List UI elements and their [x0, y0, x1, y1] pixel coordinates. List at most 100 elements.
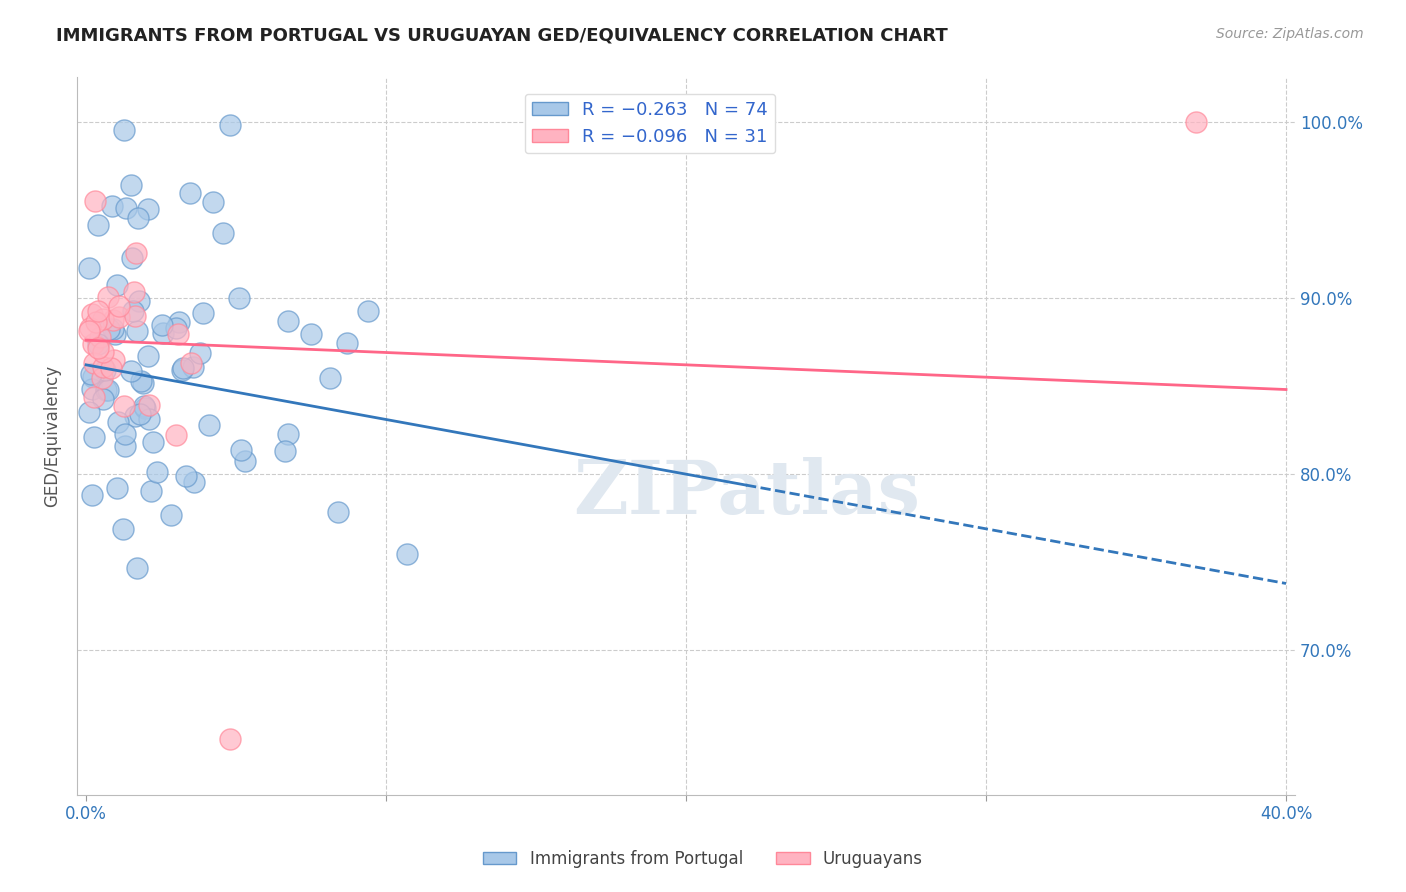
Point — [233, 454, 256, 468]
Point — [159, 508, 181, 522]
Point — [336, 335, 359, 350]
Point — [165, 427, 187, 442]
Point — [165, 321, 187, 335]
Point — [82, 337, 104, 351]
Point — [89, 330, 111, 344]
Point — [152, 326, 174, 341]
Point — [128, 407, 150, 421]
Point — [181, 360, 204, 375]
Point — [124, 409, 146, 423]
Point — [97, 322, 120, 336]
Point — [114, 439, 136, 453]
Point — [180, 356, 202, 370]
Point — [87, 219, 110, 233]
Point — [87, 341, 110, 355]
Point — [277, 314, 299, 328]
Point — [107, 310, 129, 324]
Point — [299, 327, 322, 342]
Point — [121, 304, 143, 318]
Point — [134, 401, 156, 416]
Point — [97, 384, 120, 398]
Point — [136, 349, 159, 363]
Point — [139, 484, 162, 499]
Point — [219, 731, 242, 746]
Point — [84, 194, 107, 208]
Point — [115, 201, 138, 215]
Point — [122, 285, 145, 300]
Point — [91, 312, 114, 326]
Point — [107, 415, 129, 429]
Point — [142, 434, 165, 449]
Point — [150, 318, 173, 333]
Point — [111, 522, 134, 536]
Point — [83, 430, 105, 444]
Point — [138, 398, 160, 412]
Point — [127, 211, 149, 226]
Point — [84, 316, 107, 330]
Point — [96, 383, 118, 397]
Point — [179, 186, 201, 200]
Point — [219, 118, 242, 132]
Point — [326, 505, 349, 519]
Point — [274, 444, 297, 458]
Point — [114, 427, 136, 442]
Point — [87, 304, 110, 318]
Text: Source: ZipAtlas.com: Source: ZipAtlas.com — [1216, 27, 1364, 41]
Point — [128, 293, 150, 308]
Point — [93, 344, 115, 359]
Point — [228, 291, 250, 305]
Point — [167, 326, 190, 341]
Legend: R = −0.263   N = 74, R = −0.096   N = 31: R = −0.263 N = 74, R = −0.096 N = 31 — [524, 94, 775, 153]
Point — [101, 312, 124, 326]
Point — [121, 251, 143, 265]
Point — [83, 356, 105, 370]
Point — [77, 260, 100, 275]
Point — [105, 481, 128, 495]
Point — [1185, 114, 1208, 128]
Point — [212, 226, 235, 240]
Point — [108, 299, 131, 313]
Point — [132, 376, 155, 391]
Point — [172, 361, 194, 376]
Text: IMMIGRANTS FROM PORTUGAL VS URUGUAYAN GED/EQUIVALENCY CORRELATION CHART: IMMIGRANTS FROM PORTUGAL VS URUGUAYAN GE… — [56, 27, 948, 45]
Point — [198, 417, 221, 432]
Point — [229, 442, 252, 457]
Point — [277, 427, 299, 442]
Point — [91, 359, 114, 374]
Point — [170, 363, 193, 377]
Point — [87, 337, 110, 351]
Point — [125, 245, 148, 260]
Point — [80, 382, 103, 396]
Point — [138, 202, 160, 216]
Legend: Immigrants from Portugal, Uruguayans: Immigrants from Portugal, Uruguayans — [477, 844, 929, 875]
Point — [125, 561, 148, 575]
Point — [146, 466, 169, 480]
Point — [101, 199, 124, 213]
Point — [319, 371, 342, 385]
Point — [100, 360, 122, 375]
Point — [395, 547, 418, 561]
Point — [104, 326, 127, 341]
Point — [188, 345, 211, 359]
Point — [79, 367, 101, 381]
Point — [174, 468, 197, 483]
Point — [103, 322, 125, 336]
Point — [94, 362, 117, 376]
Point — [105, 278, 128, 293]
Point — [82, 488, 104, 502]
Point — [90, 370, 112, 384]
Point — [97, 290, 120, 304]
Point — [356, 303, 378, 318]
Point — [167, 315, 190, 329]
Point — [103, 353, 125, 368]
Point — [112, 123, 135, 137]
Point — [138, 412, 160, 426]
Y-axis label: GED/Equivalency: GED/Equivalency — [44, 365, 60, 508]
Point — [191, 306, 214, 320]
Point — [82, 370, 104, 384]
Point — [129, 374, 152, 388]
Point — [183, 475, 205, 489]
Point — [77, 405, 100, 419]
Point — [120, 178, 142, 193]
Point — [134, 400, 156, 414]
